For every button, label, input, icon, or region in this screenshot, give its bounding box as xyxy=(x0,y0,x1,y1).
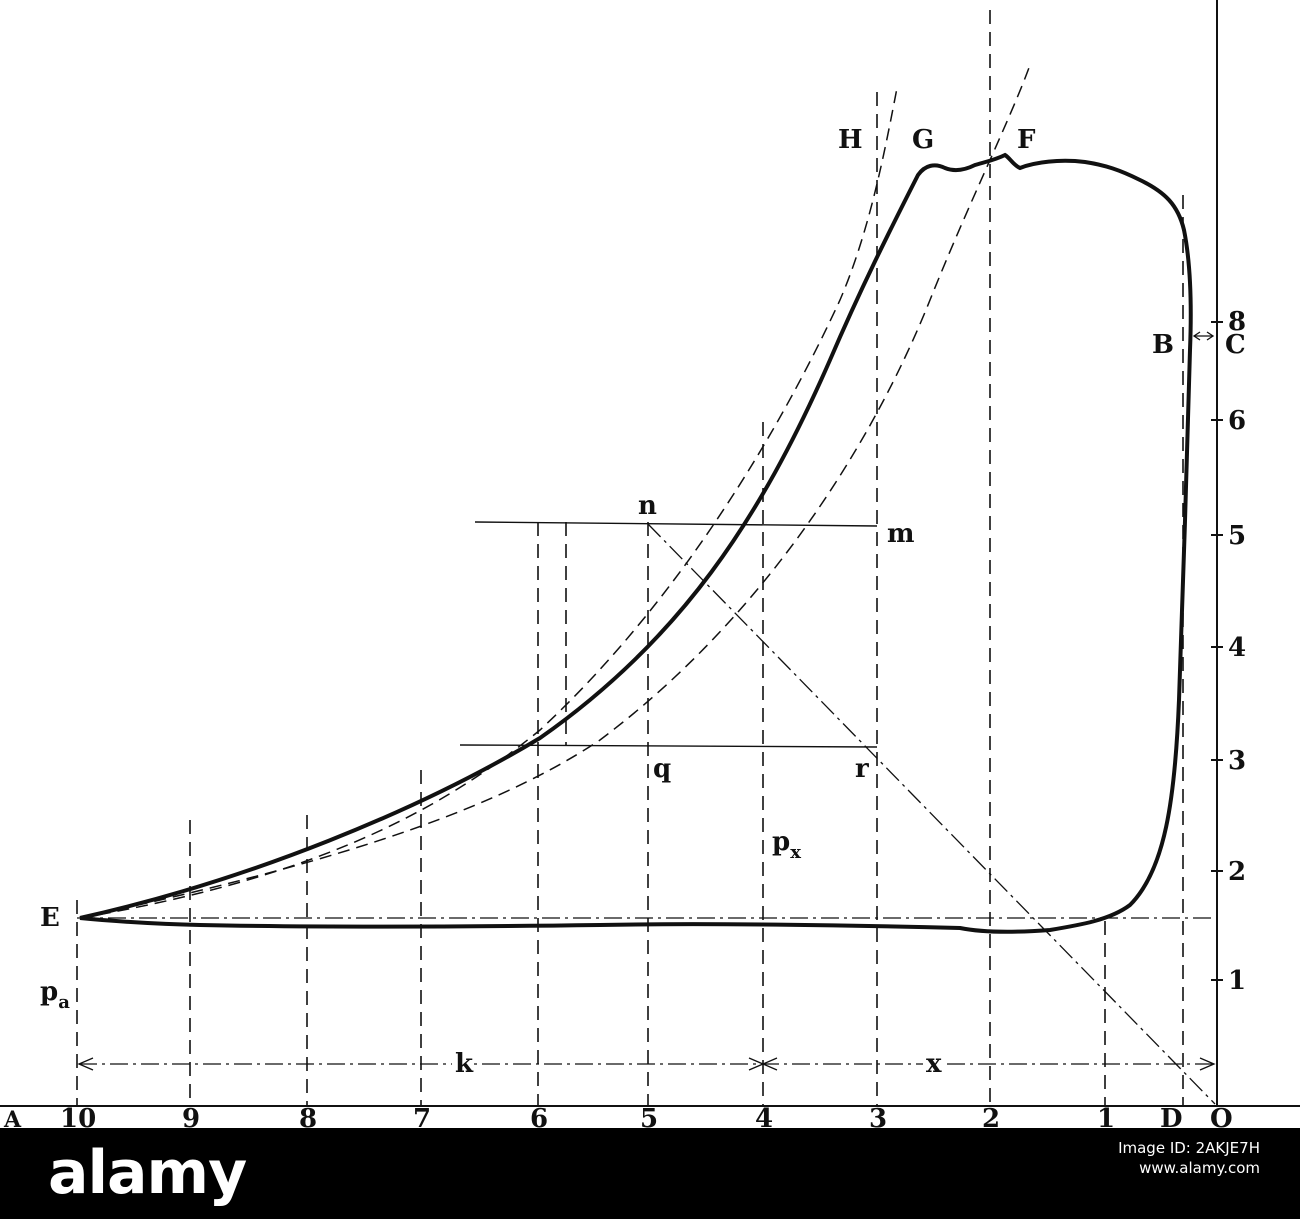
x-tick-3: 3 xyxy=(869,1104,887,1128)
label-q: q xyxy=(653,754,671,784)
label-pa: pa xyxy=(40,977,70,1013)
y-tick-3: 3 xyxy=(1228,746,1246,776)
alamy-logo: alamy xyxy=(48,1138,247,1208)
x-tick-6: 6 xyxy=(530,1104,548,1128)
indicator-curve xyxy=(79,152,1193,934)
label-o: O xyxy=(1210,1104,1233,1128)
x-tick-1: 1 xyxy=(1097,1104,1115,1128)
theoretical-curves xyxy=(79,64,1031,919)
y-tick-8: 8 xyxy=(1228,307,1246,337)
label-k: k xyxy=(455,1049,474,1079)
label-n: n xyxy=(638,491,657,521)
x-tick-8: 8 xyxy=(299,1104,317,1128)
label-e: E xyxy=(40,903,60,933)
image-url-line: www.alamy.com xyxy=(1139,1159,1260,1177)
watermark-banner: alamy Image ID: 2AKJE7H www.alamy.com xyxy=(0,1128,1300,1219)
curve-h xyxy=(79,87,898,919)
y-axis-tick-marks xyxy=(1211,321,1223,981)
y-tick-4: 4 xyxy=(1228,633,1246,663)
label-x: x xyxy=(926,1049,942,1079)
x-tick-5: 5 xyxy=(640,1104,658,1128)
image-id: Image ID: 2AKJE7H www.alamy.com xyxy=(1118,1138,1260,1178)
label-g: G xyxy=(912,125,934,155)
diagonal-line xyxy=(647,523,1216,1105)
dimension-line xyxy=(77,1057,1216,1071)
x-tick-9: 9 xyxy=(182,1104,200,1128)
label-d: D xyxy=(1160,1104,1183,1128)
label-px: px xyxy=(772,827,801,863)
x-tick-4: 4 xyxy=(755,1104,773,1128)
curve-f xyxy=(79,64,1031,919)
y-tick-6: 6 xyxy=(1228,406,1246,436)
y-tick-5: 5 xyxy=(1228,521,1246,551)
label-h: H xyxy=(838,125,863,155)
y-tick-1: 1 xyxy=(1228,966,1246,996)
indicator-diagram: H G F B C E n m q r px pa k x A 10 9 8 7… xyxy=(0,0,1300,1128)
label-m: m xyxy=(887,519,915,549)
x-tick-10: 10 xyxy=(60,1104,96,1128)
ordinate-lines xyxy=(76,10,1184,1106)
label-a: A xyxy=(3,1107,22,1128)
image-id-line: Image ID: 2AKJE7H xyxy=(1118,1139,1260,1157)
bc-arrow xyxy=(1192,331,1215,341)
y-tick-2: 2 xyxy=(1228,857,1246,887)
x-tick-7: 7 xyxy=(413,1104,431,1128)
label-r: r xyxy=(855,754,869,784)
label-c: C xyxy=(1225,330,1246,360)
x-tick-2: 2 xyxy=(982,1104,1000,1128)
label-f: F xyxy=(1017,125,1036,155)
label-b: B xyxy=(1152,330,1174,360)
construction-lines xyxy=(459,521,878,748)
